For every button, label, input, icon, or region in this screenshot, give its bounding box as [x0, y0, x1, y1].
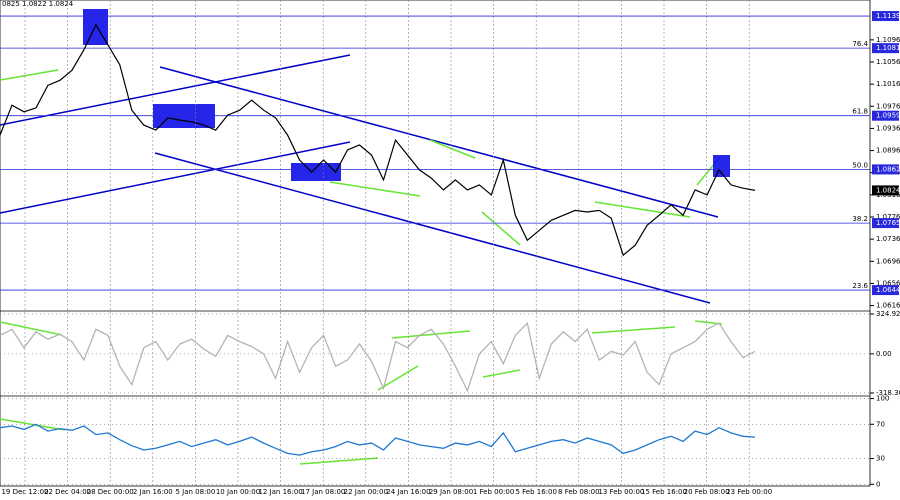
- y-tick-label: 1.0776: [876, 213, 900, 221]
- fib-label: 50.0: [852, 161, 868, 169]
- x-tick-label: 13 Feb 00:00: [598, 488, 644, 496]
- level-label: 1.0765: [876, 219, 900, 227]
- level-box: [872, 164, 899, 175]
- y-tick-label: 1.1056: [876, 58, 900, 66]
- level-box: [872, 110, 899, 121]
- fib-label: 76.4: [852, 40, 868, 48]
- y-tick-label: 100: [876, 395, 889, 403]
- x-tick-label: 10 Jan 00:00: [216, 488, 260, 496]
- series-line: [0, 321, 756, 393]
- x-tick-label: 1 Feb 00:00: [473, 488, 514, 496]
- level-label: 1.0862: [876, 165, 900, 173]
- x-tick-label: 20 Feb 08:00: [684, 488, 730, 496]
- level-label: 1.1139: [876, 12, 900, 20]
- y-tick-label: 70: [876, 420, 885, 428]
- y-tick-label: 1.0656: [876, 279, 900, 287]
- series-line: [0, 423, 756, 456]
- y-tick-label: 1.1096: [876, 36, 900, 44]
- fib-label: 23.6: [852, 282, 868, 290]
- header: 0825 1.0822 1.0824: [2, 0, 74, 8]
- x-tick-label: 19 Dec 12:00: [1, 488, 48, 496]
- x-tick-label: 22 Jan 00:00: [344, 488, 388, 496]
- level-box: [872, 218, 899, 229]
- fib-label: 61.8: [852, 108, 868, 116]
- y-tick-label: 1.0616: [876, 302, 900, 310]
- level-box: [872, 11, 899, 22]
- x-tick-label: 28 Dec 00:00: [87, 488, 134, 496]
- frame: [0, 0, 871, 487]
- x-tick-label: 5 Jan 08:00: [175, 488, 215, 496]
- y-tick-label: 1.0696: [876, 257, 900, 265]
- level-label: 1.0959: [876, 112, 900, 120]
- x-tick-label: 8 Feb 08:00: [558, 488, 599, 496]
- x-tick-label: 17 Jan 08:00: [301, 488, 345, 496]
- current-price-label: 1.0824: [876, 186, 900, 194]
- y-tick-label: 1.0936: [876, 124, 900, 132]
- current-price-box: [872, 185, 899, 196]
- x-tick-label: 29 Jan 08:00: [429, 488, 473, 496]
- y-tick-label: 1.0896: [876, 147, 900, 155]
- series-line: [0, 23, 756, 257]
- y-tick-label: 1.1016: [876, 80, 900, 88]
- x-tick-label: 24 Jan 16:00: [386, 488, 430, 496]
- x-tick-label: 23 Feb 00:00: [726, 488, 772, 496]
- x-tick-label: 22 Dec 04:00: [44, 488, 91, 496]
- y-tick-label: 0.00: [876, 350, 892, 358]
- y-tick-label: 1.0976: [876, 102, 900, 110]
- x-tick-label: 5 Feb 16:00: [515, 488, 556, 496]
- y-tick-label: 30: [876, 455, 885, 463]
- y-tick-label: 0: [876, 480, 880, 488]
- y-tick-label: 324.9241: [876, 310, 900, 318]
- x-tick-label: 12 Jan 16:00: [258, 488, 302, 496]
- level-label: 1.0644: [876, 286, 900, 294]
- y-tick-label: 1.0736: [876, 235, 900, 243]
- y-tick-label: -318.308: [876, 389, 900, 397]
- x-tick-label: 2 Jan 16:00: [133, 488, 173, 496]
- fib-label: 38.2: [852, 215, 868, 223]
- x-tick-label: 15 Feb 16:00: [641, 488, 687, 496]
- level-box: [872, 43, 899, 54]
- level-label: 1.1081: [876, 44, 900, 52]
- level-box: [872, 285, 899, 296]
